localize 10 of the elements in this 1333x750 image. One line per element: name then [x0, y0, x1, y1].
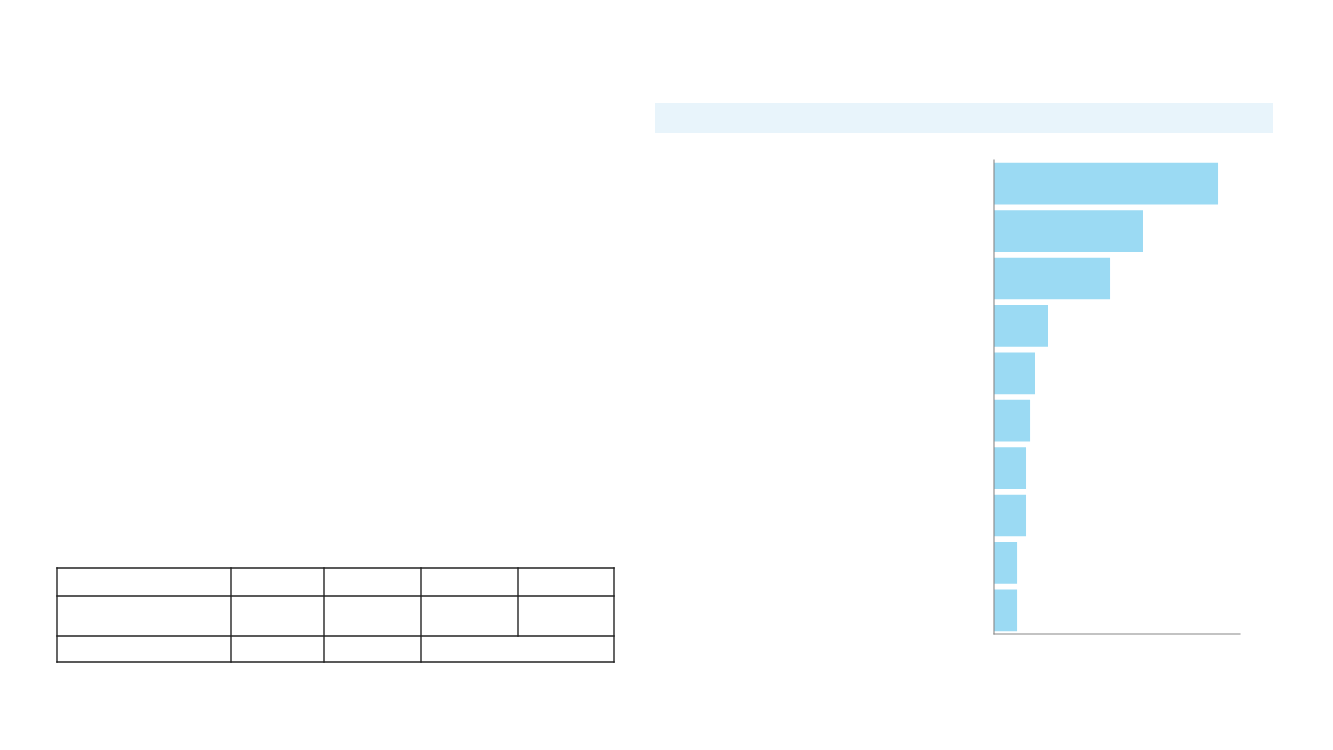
bar: [994, 542, 1018, 584]
bar: [994, 305, 1048, 347]
bar: [994, 210, 1143, 252]
bar: [994, 399, 1031, 442]
bar: [994, 494, 1027, 537]
bar: [994, 257, 1111, 300]
bar: [994, 162, 1219, 205]
bar: [994, 447, 1027, 489]
bar: [994, 352, 1035, 395]
bar: [994, 589, 1018, 632]
